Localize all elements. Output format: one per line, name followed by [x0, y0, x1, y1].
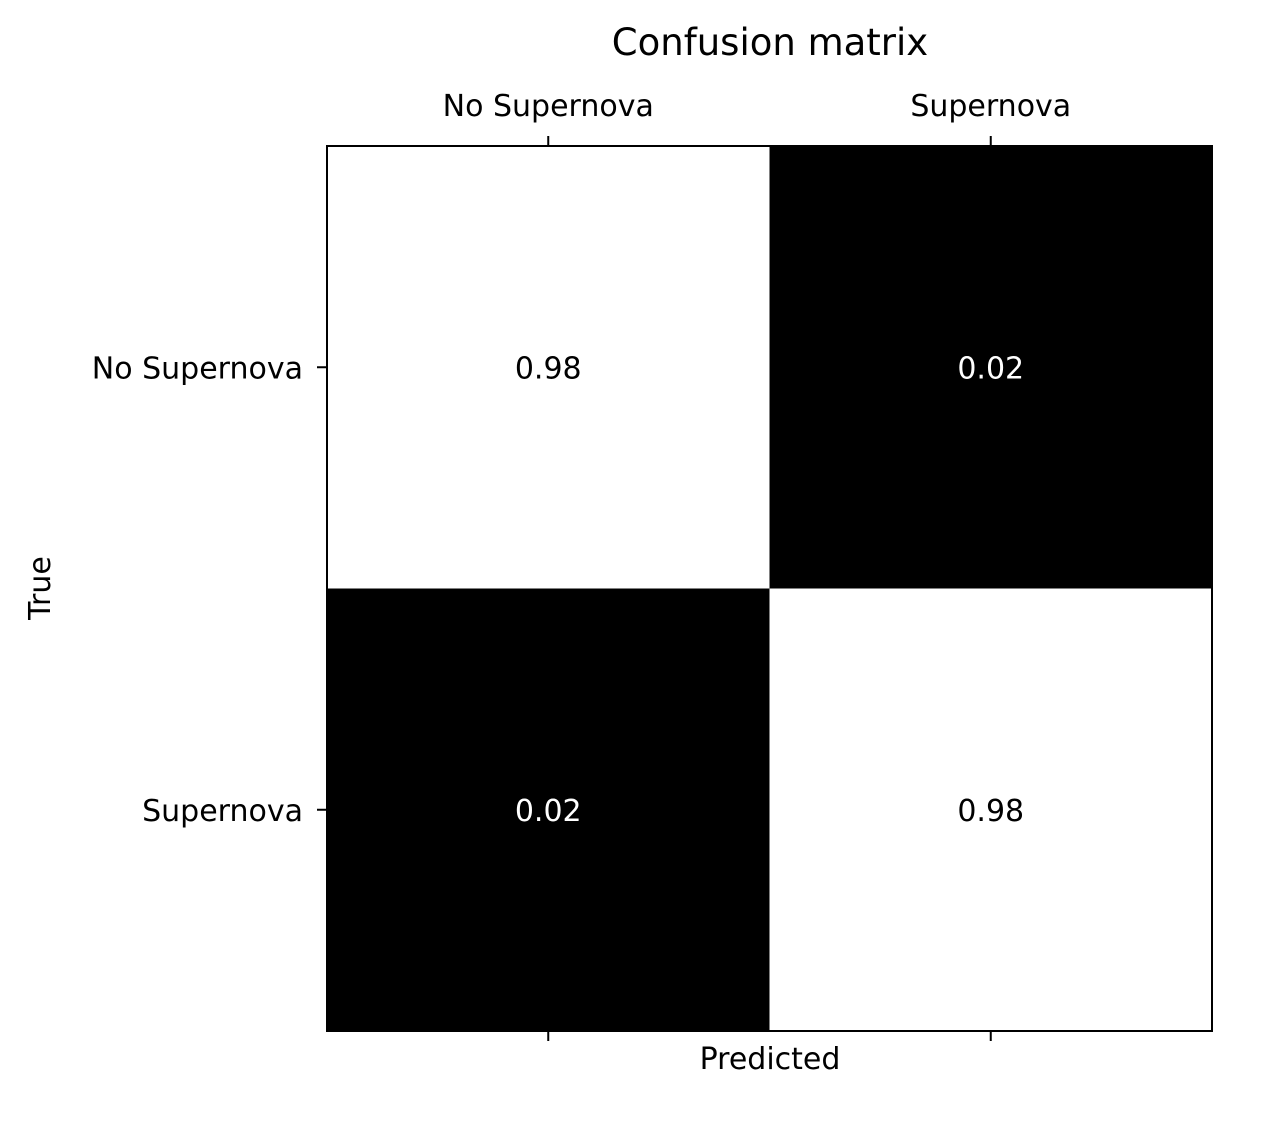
y-axis-label: True	[23, 556, 58, 621]
x-tick-label-0: No Supernova	[443, 89, 654, 124]
heatmap-value-labels: 0.98 0.02 0.02 0.98	[515, 351, 1024, 829]
heatmap-value-label-0-0: 0.98	[515, 351, 582, 386]
heatmap-cell-0-1	[769, 146, 1212, 589]
x-axis-label: Predicted	[700, 1042, 841, 1077]
heatmap-cell-0-0	[327, 146, 770, 589]
x-axis-ticks: No Supernova Supernova	[443, 89, 1071, 1041]
heatmap-value-label-1-0: 0.02	[515, 794, 582, 829]
x-tick-label-1: Supernova	[910, 89, 1071, 124]
plot-frame	[326, 145, 1213, 1032]
y-tick-label-1: Supernova	[142, 794, 303, 829]
chart-title: Confusion matrix	[612, 21, 928, 64]
heatmap-cell-1-1	[769, 588, 1212, 1031]
heatmap-cells	[327, 146, 1212, 1031]
y-tick-label-0: No Supernova	[92, 351, 303, 386]
heatmap-value-label-1-1: 0.98	[957, 794, 1024, 829]
heatmap-value-label-0-1: 0.02	[957, 351, 1024, 386]
y-axis-ticks: No Supernova Supernova	[92, 351, 327, 829]
heatmap-cell-1-0	[327, 588, 770, 1031]
